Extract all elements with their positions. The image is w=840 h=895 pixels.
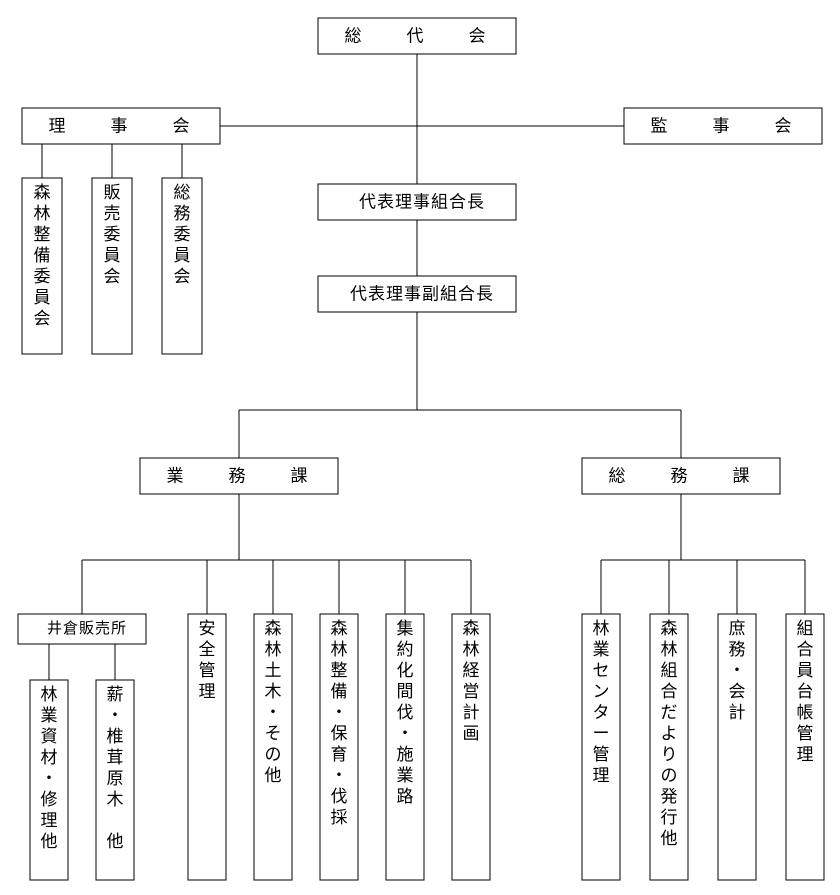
node-s4: 組合員台帳管理 [786,614,824,880]
node-label: 監 事 会 [651,117,806,136]
node-label: 総務委員会 [174,183,191,286]
node-label: 森林組合だよりの発行他 [661,619,678,848]
node-riji1: 代表理事組合長 [318,184,516,220]
org-chart-svg: 総 代 会理 事 会 監 事 会森林整備委員会 販売委員会 総務委員会 代表理事組合長代… [0,0,840,895]
node-kanjikai: 監 事 会 [624,108,822,144]
node-ik2: 薪・椎茸原木 他 [96,680,134,880]
node-c3: 総務委員会 [162,178,202,354]
node-rijikai: 理 事 会 [22,108,220,144]
node-s1: 林業センター管理 [582,614,620,880]
node-label: 総 務 課 [609,467,764,486]
node-ikura: 井倉販売所 [18,614,146,644]
node-label: 森林整備委員会 [34,183,51,328]
node-c1: 森林整備委員会 [22,178,62,354]
node-label: 代表理事副組合長 [350,285,494,304]
node-label: 組合員台帳管理 [797,619,814,764]
node-label: 井倉販売所 [47,620,127,637]
node-root: 総 代 会 [318,18,516,54]
node-s2: 森林組合だよりの発行他 [650,614,688,880]
node-g1: 安全管理 [188,614,226,880]
node-label: 代表理事組合長 [359,193,485,212]
node-riji2: 代表理事副組合長 [318,276,516,312]
node-g3: 森林整備・保育・伐採 [320,614,358,880]
node-label: 業 務 課 [167,467,322,486]
node-g5: 森林経営計画 [452,614,490,880]
node-g4: 集約化間伐・施業路 [386,614,424,880]
node-ik1: 林業資材・修理他 [30,680,68,880]
node-soumu: 総 務 課 [582,458,780,494]
node-label: 販売委員会 [104,183,121,286]
node-label: 集約化間伐・施業路 [397,619,414,806]
node-s3: 庶務・会計 [718,614,756,880]
node-label: 庶務・会計 [729,619,746,722]
node-c2: 販売委員会 [92,178,132,354]
node-gyoumu: 業 務 課 [140,458,338,494]
node-g2: 森林土木・その他 [254,614,292,880]
node-label: 総 代 会 [345,27,500,46]
node-label: 理 事 会 [49,117,204,136]
